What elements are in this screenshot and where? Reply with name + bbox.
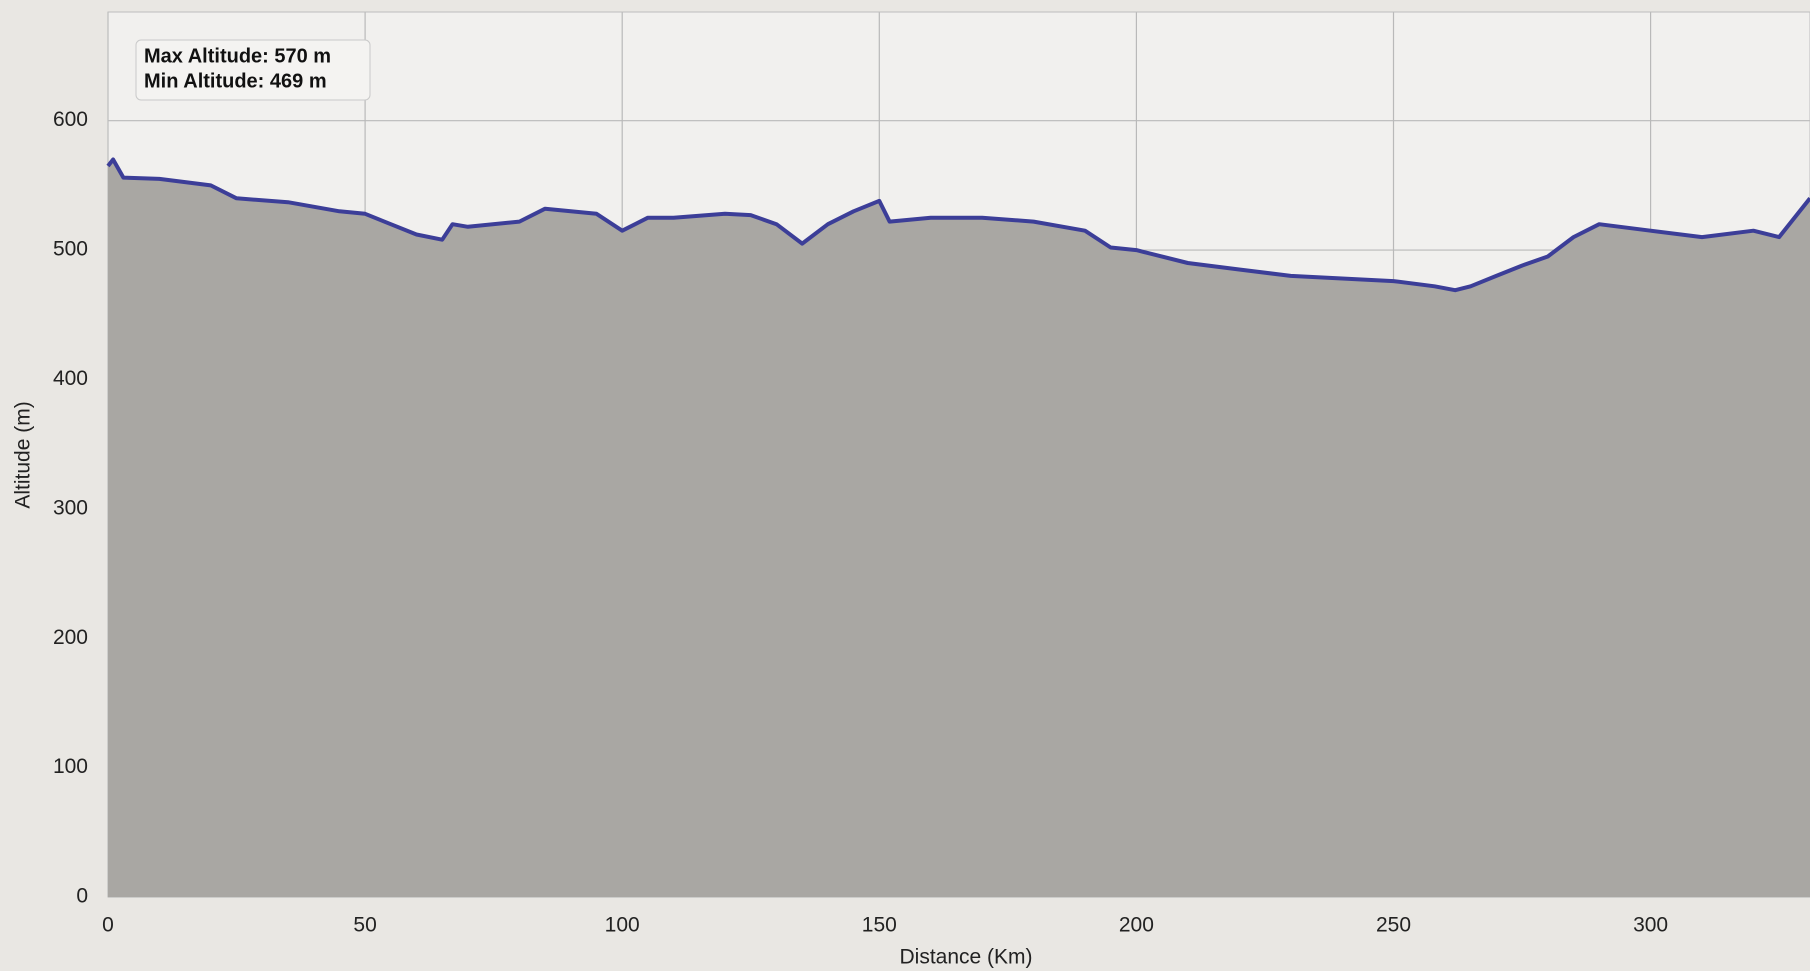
y-tick-label: 500 (53, 238, 88, 261)
x-tick-label: 150 (862, 914, 897, 937)
area (108, 160, 1810, 898)
x-tick-label: 200 (1119, 914, 1154, 937)
y-tick-label: 200 (53, 626, 88, 649)
y-tick-label: 300 (53, 496, 88, 519)
x-tick-label: 0 (102, 914, 114, 937)
annotation: Min Altitude: 469 m (144, 70, 327, 92)
y-tick-label: 400 (53, 367, 88, 390)
y-tick-label: 600 (53, 108, 88, 131)
annotation: Max Altitude: 570 m (144, 45, 331, 67)
x-tick-label: 300 (1633, 914, 1668, 937)
chart: Max Altitude: 570 m Min Altitude: 469 m … (0, 0, 1810, 971)
y-axis-label: Altitude (m) (12, 401, 35, 508)
x-axis-label: Distance (Km) (899, 946, 1032, 969)
y-tick-label: 100 (53, 755, 88, 778)
y-tick-label: 0 (76, 885, 88, 908)
x-tick-label: 100 (605, 914, 640, 937)
x-tick-label: 250 (1376, 914, 1411, 937)
x-tick-label: 50 (353, 914, 376, 937)
